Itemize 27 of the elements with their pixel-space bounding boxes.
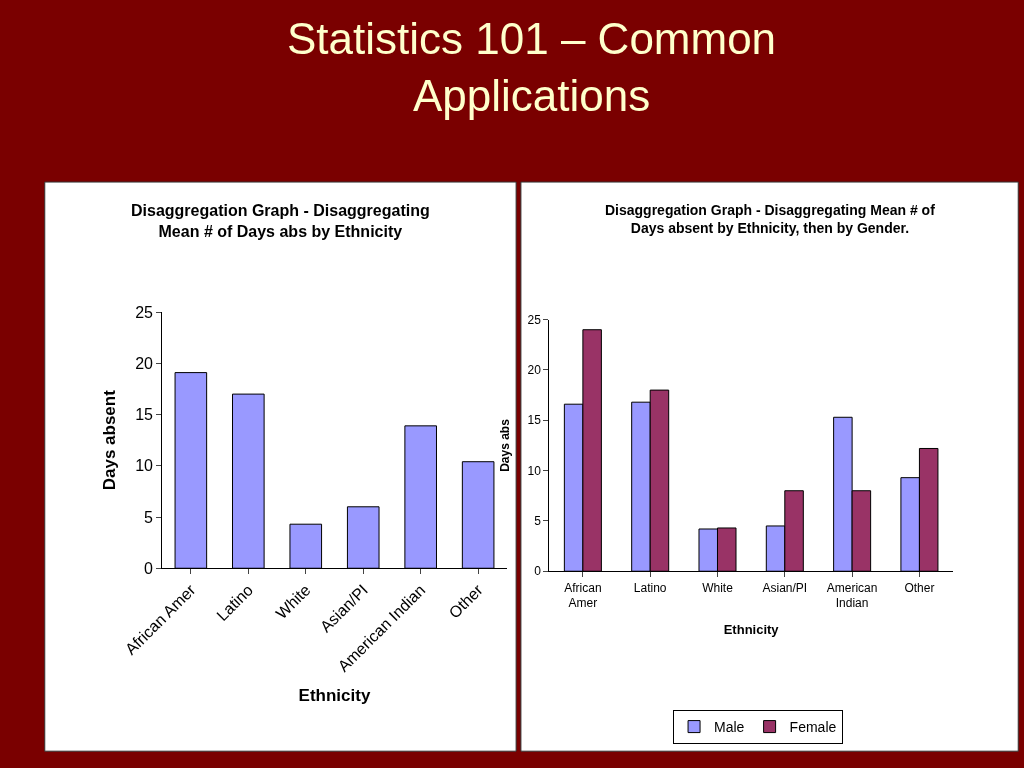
y-tick-label: 10	[527, 463, 542, 478]
x-axis-title: Ethnicity	[298, 686, 371, 706]
y-tick-label: 25	[135, 303, 154, 321]
x-tick-label: Asian/PI	[762, 580, 808, 595]
y-axis-title: Days absent	[99, 389, 119, 491]
y-tick-label: 20	[135, 354, 154, 372]
y-tick-label: 15	[135, 406, 154, 424]
y-axis-title: Days abs	[497, 418, 512, 472]
y-tick-label: 5	[144, 508, 154, 526]
y-tick-label: 0	[144, 559, 154, 577]
x-tick-label: White	[702, 580, 734, 595]
y-tick-label: 5	[534, 514, 542, 529]
x-tick-label: Other	[904, 580, 935, 595]
x-tick-label: American Indian	[826, 580, 878, 611]
y-tick-label: 10	[135, 457, 154, 475]
chart-title: Disaggregation Graph - Disaggregating Mean # of Days absent by Ethnicity, then by Gender.	[605, 202, 936, 237]
y-tick-label: 25	[527, 312, 542, 327]
legend-label: Female	[789, 719, 837, 736]
y-tick-label: 20	[527, 363, 542, 378]
chart-title: Disaggregation Graph - Disaggregating Mean # of Days abs by Ethnicity	[131, 202, 430, 240]
legend-label: Male	[714, 719, 745, 736]
y-tick-label: 15	[527, 413, 542, 428]
y-tick-label: 0	[534, 564, 542, 579]
x-axis-title: Ethnicity	[723, 621, 780, 637]
text: Statistics 101 – Common Applications	[287, 14, 777, 121]
x-tick-label: Latino	[633, 580, 667, 595]
x-tick-label: African Amer	[564, 580, 602, 611]
